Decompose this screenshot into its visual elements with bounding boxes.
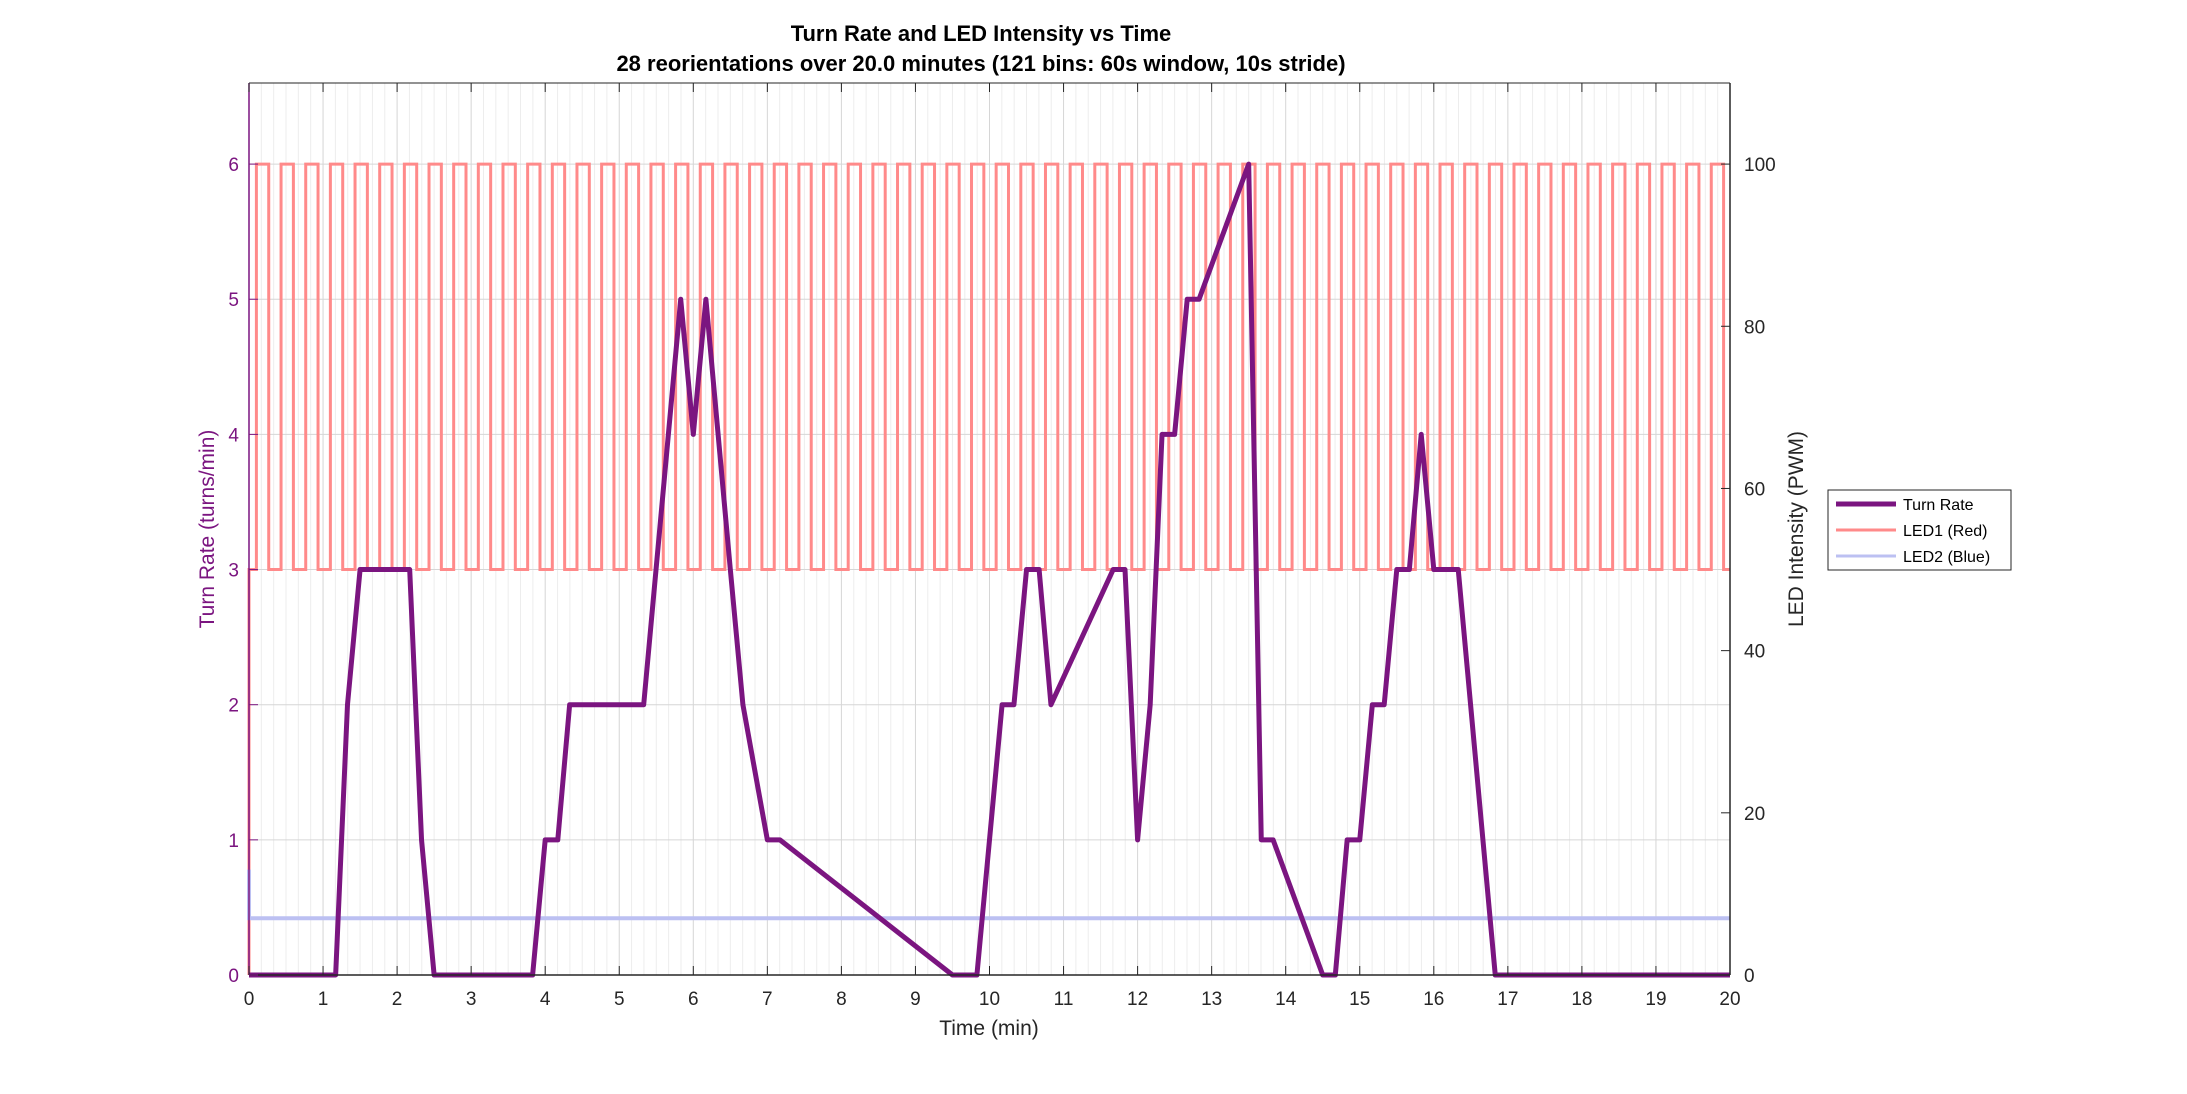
x-axis-label: Time (min) — [939, 1017, 1039, 1040]
x-tick-label: 1 — [318, 989, 329, 1010]
x-tick-label: 20 — [1719, 989, 1740, 1010]
y-right-tick-label: 100 — [1744, 155, 1776, 176]
y-right-tick-label: 0 — [1744, 966, 1755, 987]
x-tick-label: 16 — [1423, 989, 1444, 1010]
x-tick-label: 11 — [1054, 989, 1074, 1010]
x-tick-label: 5 — [614, 989, 625, 1010]
x-tick-label: 19 — [1645, 989, 1666, 1010]
y-right-axis-label: LED Intensity (PWM) — [1785, 431, 1808, 627]
y-left-axis-label: Turn Rate (turns/min) — [196, 430, 219, 629]
x-tick-label: 7 — [762, 989, 773, 1010]
x-tick-label: 8 — [836, 989, 847, 1010]
y-left-tick-label: 1 — [228, 831, 239, 852]
y-left-tick-label: 3 — [228, 561, 239, 582]
y-right-tick-label: 60 — [1744, 479, 1765, 500]
chart-subtitle: 28 reorientations over 20.0 minutes (121… — [616, 51, 1345, 76]
x-tick-label: 2 — [392, 989, 403, 1010]
x-tick-label: 3 — [466, 989, 477, 1010]
x-tick-label: 10 — [979, 989, 1000, 1010]
grid — [248, 83, 1731, 976]
x-tick-label: 13 — [1201, 989, 1222, 1010]
x-tick-label: 12 — [1127, 989, 1148, 1010]
x-tick-label: 4 — [540, 989, 551, 1010]
legend-label-led2: LED2 (Blue) — [1903, 549, 1990, 566]
x-tick-label: 14 — [1275, 989, 1297, 1010]
y-left-tick-label: 6 — [228, 155, 239, 176]
y-right-ticks: 0 20 40 60 80 100 — [1721, 155, 1776, 987]
y-left-tick-label: 2 — [228, 696, 239, 717]
x-tick-label: 17 — [1497, 989, 1518, 1010]
legend-label-turn-rate: Turn Rate — [1903, 497, 1974, 514]
x-ticks: 0 1 2 3 4 5 6 7 8 9 10 11 12 13 14 15 16 17 18 19 20 — [244, 83, 1741, 1010]
series-led1-red — [247, 162, 1730, 975]
x-tick-label: 18 — [1571, 989, 1592, 1010]
y-right-tick-label: 80 — [1744, 317, 1765, 338]
y-left-tick-label: 4 — [228, 425, 239, 446]
turn-rate-series — [249, 161, 1730, 978]
y-left-tick-label: 0 — [228, 966, 239, 987]
x-tick-label: 15 — [1349, 989, 1370, 1010]
legend: Turn Rate LED1 (Red) LED2 (Blue) — [1827, 489, 2012, 571]
y-right-tick-label: 20 — [1744, 804, 1765, 825]
x-tick-label: 9 — [910, 989, 921, 1010]
y-left-ticks: 0 1 2 3 4 5 6 — [228, 155, 258, 987]
chart-title: Turn Rate and LED Intensity vs Time — [791, 21, 1172, 46]
x-tick-label: 6 — [688, 989, 699, 1010]
legend-label-led1: LED1 (Red) — [1903, 523, 1987, 540]
x-tick-label: 0 — [244, 989, 255, 1010]
y-right-tick-label: 40 — [1744, 642, 1765, 663]
series-turn-rate — [249, 161, 1730, 978]
y-left-tick-label: 5 — [228, 290, 239, 311]
